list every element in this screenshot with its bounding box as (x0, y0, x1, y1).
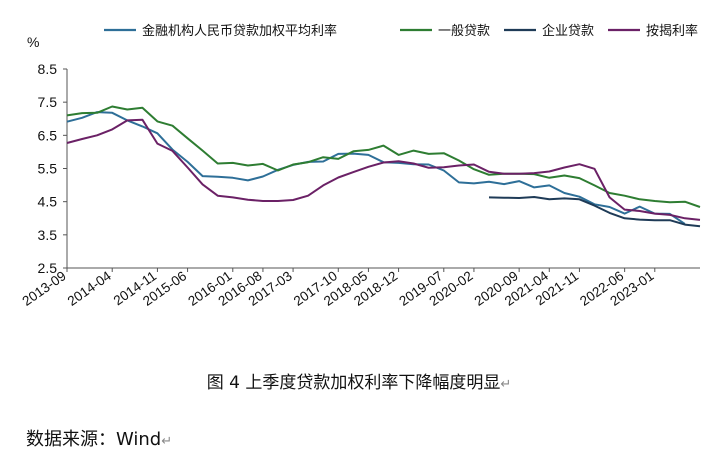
legend-label: 金融机构人民币贷款加权平均利率 (142, 23, 337, 39)
y-tick-label: 4.5 (38, 194, 58, 210)
data-source-note: 数据来源：Wind↵ (26, 425, 172, 451)
series-layer (66, 105, 701, 228)
legend-label: 企业贷款 (542, 23, 594, 39)
series-line-0 (66, 111, 686, 225)
series-line-1 (66, 105, 701, 208)
paragraph-mark-icon: ↵ (500, 377, 512, 392)
series-line-2 (488, 196, 701, 228)
legend-label: 按揭利率 (646, 23, 698, 39)
x-tick-label: 2014-04 (65, 268, 115, 309)
figure-caption-text: 图 4 上季度贷款加权利率下降幅度明显 (206, 373, 501, 393)
y-tick-label: 7.5 (38, 94, 58, 110)
y-axis: 8.5 7.5 6.5 5.5 4.5 3.5 2.5 (38, 61, 68, 276)
series-line-3 (66, 118, 701, 221)
y-tick-label: 8.5 (38, 61, 58, 77)
y-tick-label: 6.5 (38, 127, 58, 143)
figure-caption: 图 4 上季度贷款加权利率下降幅度明显↵ (0, 368, 718, 393)
paragraph-mark-icon: ↵ (161, 434, 173, 449)
data-source-text: 数据来源：Wind (26, 429, 162, 450)
line-chart: % 金融机构人民币贷款加权平均利率 一般贷款 企业贷款 按揭利率 8.5 7.5 6.5 5… (20, 23, 701, 309)
y-tick-label: 5.5 (38, 161, 58, 177)
y-tick-label: 2.5 (38, 260, 58, 276)
y-tick-label: 3.5 (38, 227, 58, 243)
legend: 金融机构人民币贷款加权平均利率 一般贷款 企业贷款 按揭利率 (104, 23, 698, 39)
legend-label: 一般贷款 (438, 23, 490, 39)
x-axis: 2013-092014-042014-112015-062016-012016-… (20, 267, 700, 309)
y-axis-unit-label: % (27, 34, 39, 50)
